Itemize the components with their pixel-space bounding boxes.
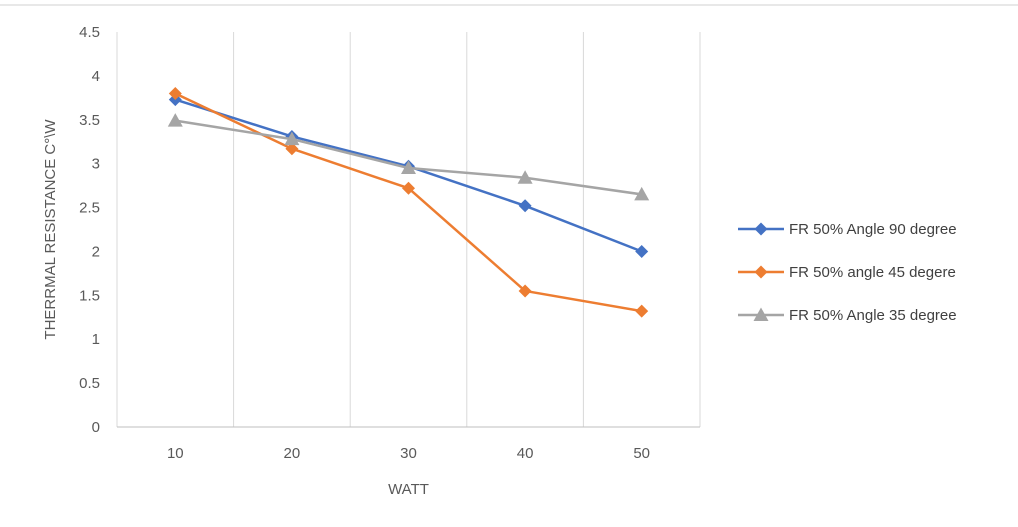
series-lines — [167, 86, 650, 318]
x-tick-label: 50 — [633, 445, 650, 462]
data-point — [634, 186, 650, 201]
y-tick-labels: 0 0.5 1 1.5 2 2.5 3 3.5 4 4.5 — [79, 24, 100, 436]
data-point — [635, 244, 649, 258]
x-tick-label: 20 — [284, 445, 301, 462]
y-tick-label: 1.5 — [79, 287, 100, 304]
data-point — [402, 181, 415, 195]
series-2 — [168, 86, 649, 318]
data-point — [635, 304, 649, 318]
legend-item: FR 50% angle 45 degere — [738, 264, 956, 281]
y-tick-label: 2 — [92, 243, 100, 260]
data-point — [401, 160, 416, 175]
data-point — [168, 86, 182, 100]
series-1 — [168, 93, 649, 258]
y-tick-label: 3.5 — [79, 112, 100, 129]
x-tick-label: 40 — [517, 445, 534, 462]
gridlines — [116, 32, 701, 428]
data-point — [285, 142, 299, 156]
data-point — [517, 170, 533, 184]
y-tick-label: 4.5 — [79, 24, 100, 41]
y-tick-label: 2.5 — [79, 200, 100, 217]
legend-marker — [754, 222, 768, 236]
data-point — [284, 131, 300, 146]
data-point — [167, 113, 183, 127]
y-tick-label: 3 — [92, 156, 100, 173]
y-axis-title: THERRMAL RESISTANCE C°\W — [42, 119, 59, 340]
series-3 — [167, 113, 650, 201]
legend: FR 50% Angle 90 degree FR 50% angle 45 de… — [738, 221, 957, 324]
x-axis-title: WATT — [388, 481, 429, 498]
x-tick-label: 10 — [167, 445, 184, 462]
y-tick-label: 0 — [92, 419, 100, 436]
series-line — [174, 98, 643, 253]
legend-item: FR 50% Angle 90 degree — [738, 221, 957, 238]
legend-marker — [753, 307, 769, 321]
x-tick-labels: 10 20 30 40 50 — [167, 445, 650, 462]
y-tick-label: 4 — [92, 68, 100, 85]
y-tick-label: 1 — [92, 331, 100, 348]
data-point — [518, 199, 532, 213]
data-point — [518, 284, 532, 298]
legend-label: FR 50% angle 45 degere — [789, 264, 956, 281]
legend-item: FR 50% Angle 35 degree — [738, 307, 957, 324]
legend-label: FR 50% Angle 90 degree — [789, 221, 957, 238]
x-tick-label: 30 — [400, 445, 417, 462]
legend-label: FR 50% Angle 35 degree — [789, 307, 957, 324]
series-line — [174, 92, 642, 313]
legend-marker — [754, 265, 768, 279]
y-tick-label: 0.5 — [79, 375, 100, 392]
